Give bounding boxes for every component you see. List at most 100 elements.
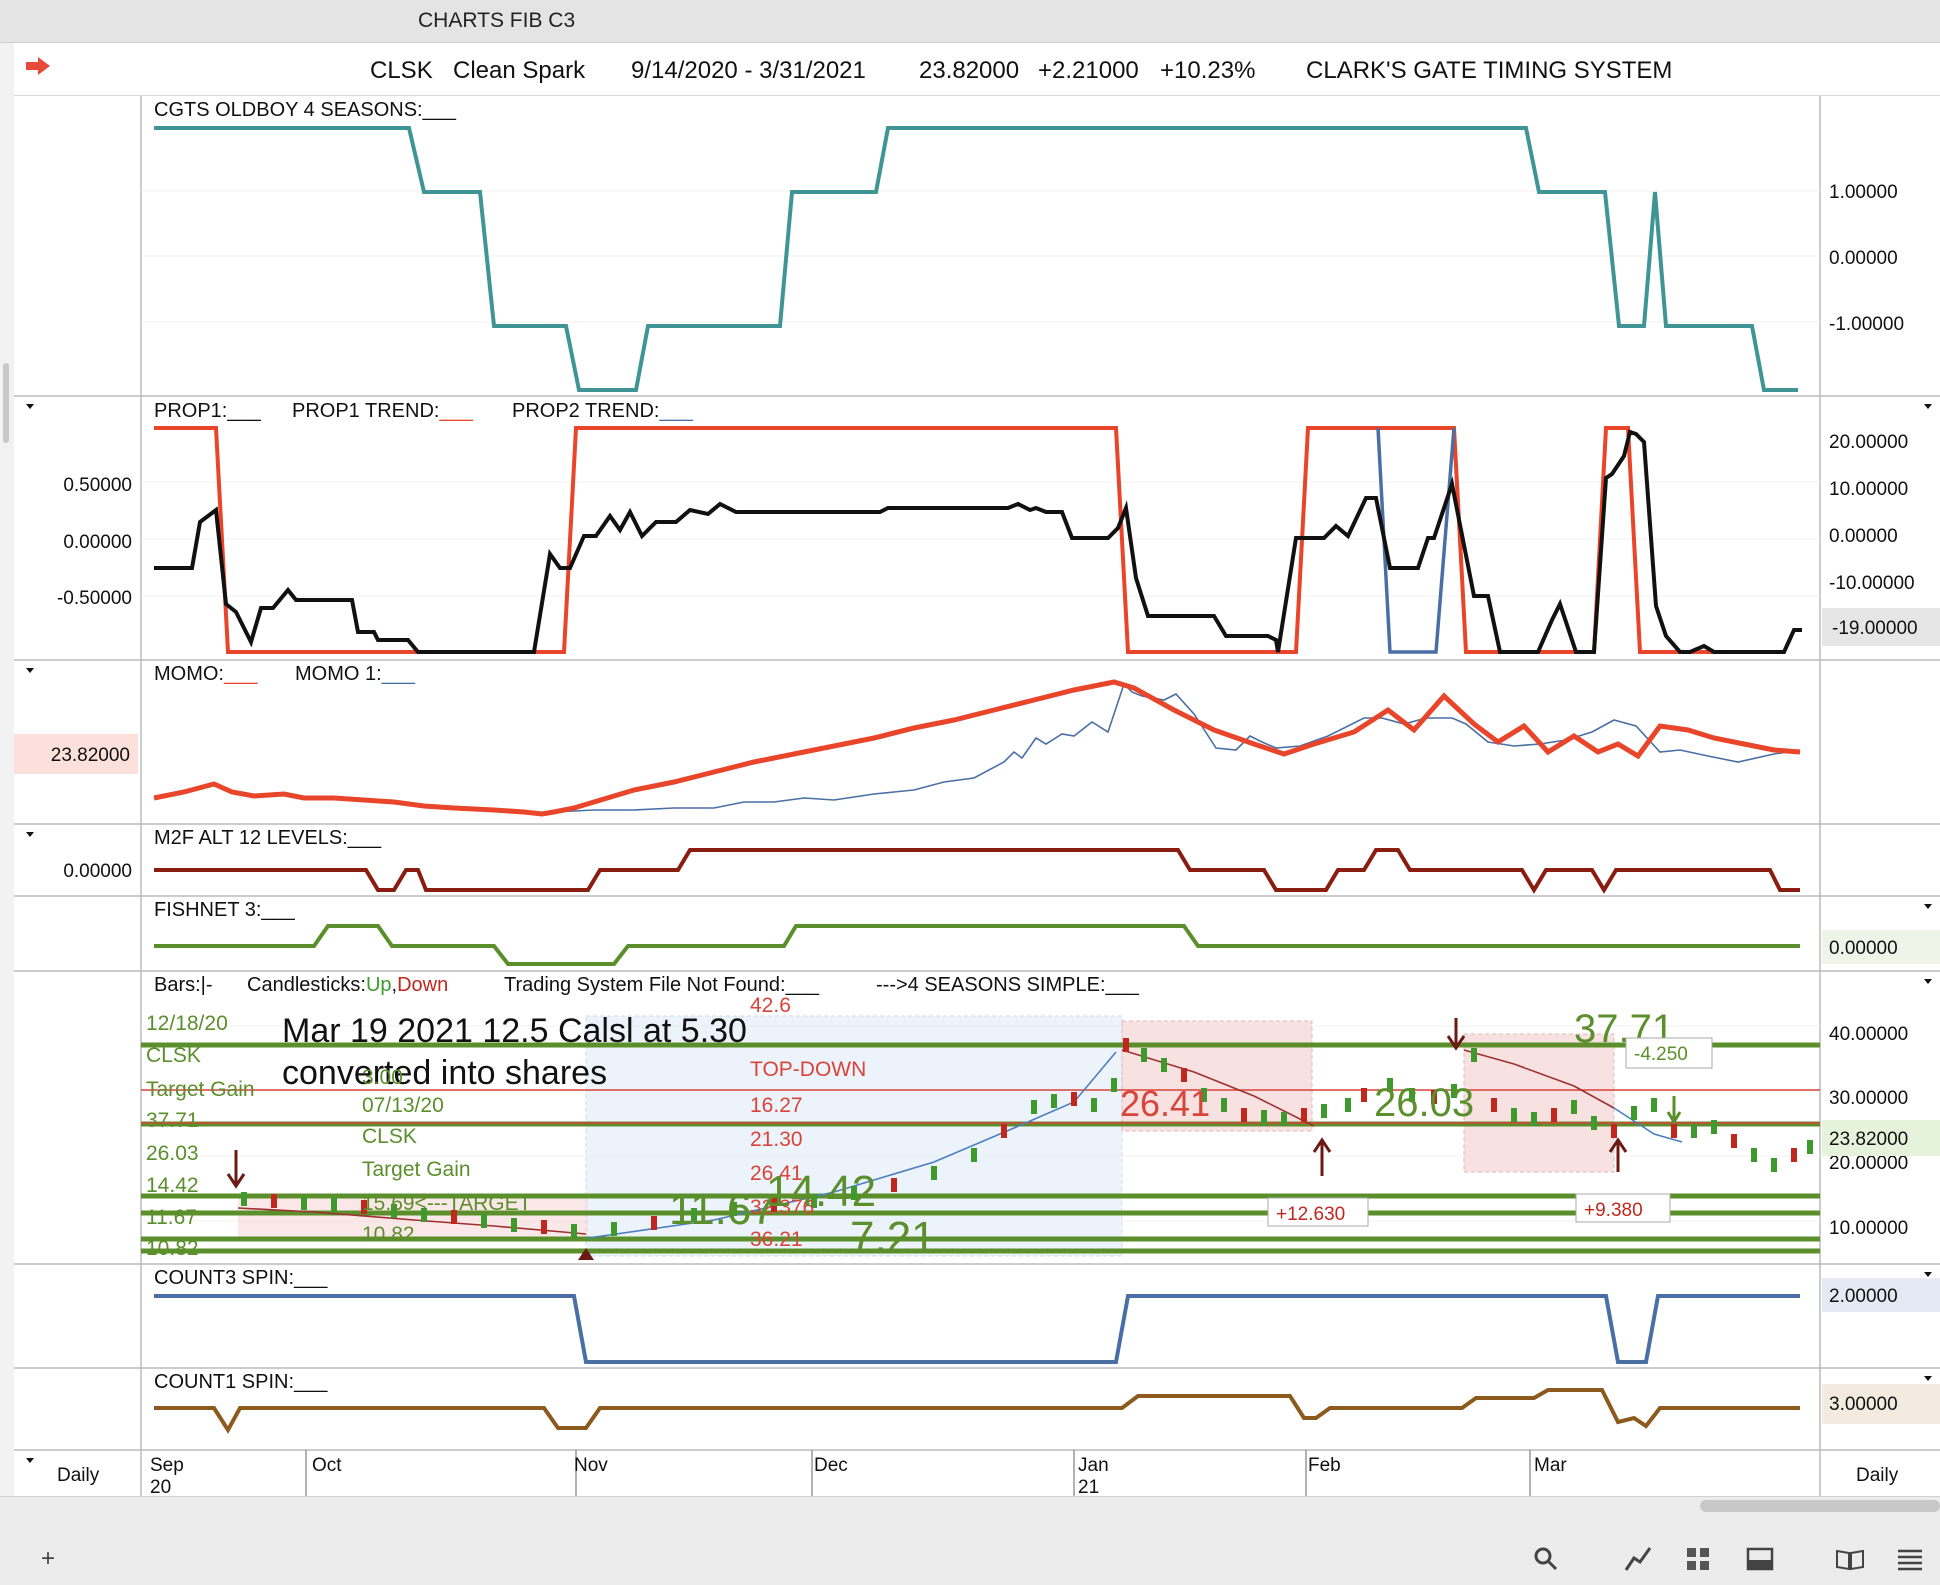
search-icon[interactable]: [1528, 1541, 1564, 1577]
candlestick: [1031, 1100, 1037, 1114]
candlestick: [651, 1216, 657, 1230]
prop1-trend-line: [154, 426, 1784, 654]
prop-left-tick: 0.50000: [63, 475, 132, 496]
svg-text:14.42: 14.42: [766, 1167, 876, 1216]
fishnet-value-badge: [1822, 930, 1940, 964]
candlestick: [1651, 1098, 1657, 1112]
prop-right-tick: 20.00000: [1829, 432, 1908, 453]
svg-text:11.67: 11.67: [669, 1185, 776, 1234]
prop-right-tick: -10.00000: [1829, 573, 1915, 594]
count1-value-badge-text: 3.00000: [1829, 1394, 1898, 1415]
symbol-info-bar: CLSK Clean Spark 9/14/2020 - 3/31/2021 2…: [14, 43, 1940, 96]
candlestick: [771, 1198, 777, 1212]
chart-area[interactable]: CGTS OLDBOY 4 SEASONS:___ 1.00000 0.0000…: [14, 96, 1940, 1496]
last-price: 23.82000: [919, 57, 1020, 84]
price-shaded-boxes: [238, 1015, 1615, 1257]
candlestick: [1671, 1124, 1677, 1138]
triangle-marker: [578, 1248, 594, 1260]
gain-boxes: +12.630 +9.380 -4.250: [1267, 1037, 1713, 1227]
count3-value-badge-text: 2.00000: [1829, 1286, 1898, 1307]
candlestick: [611, 1222, 617, 1236]
candlestick: [451, 1210, 457, 1224]
company-name: Clean Spark: [453, 57, 586, 84]
candlestick: [1321, 1104, 1327, 1118]
candlestick: [271, 1194, 277, 1208]
svg-text:Target Gain: Target Gain: [362, 1158, 471, 1181]
candlestick: [1591, 1116, 1597, 1130]
prop-right-tick: 0.00000: [1829, 526, 1898, 547]
book-icon[interactable]: [1832, 1541, 1868, 1577]
annotation-note-line1: Mar 19 2021 12.5 Calsl at 5.30: [282, 1012, 747, 1050]
svg-text:21.30: 21.30: [750, 1128, 803, 1151]
candlestick: [1451, 1084, 1457, 1098]
svg-text:10.82: 10.82: [362, 1223, 415, 1246]
momo-value-badge: [14, 734, 138, 774]
candlestick: [1731, 1134, 1737, 1148]
period-selector-right[interactable]: Daily: [1856, 1465, 1899, 1486]
price-tick: 30.00000: [1829, 1088, 1908, 1109]
svg-text:CLSK: CLSK: [146, 1044, 201, 1067]
price-tick: 20.00000: [1829, 1153, 1908, 1174]
candlestick: [1571, 1100, 1577, 1114]
candlestick: [1071, 1092, 1077, 1106]
svg-text:CLSK: CLSK: [362, 1125, 417, 1148]
price-value-badge: [1822, 1120, 1940, 1156]
svg-text:26.41: 26.41: [750, 1162, 803, 1185]
candlestick: [1201, 1088, 1207, 1102]
seasons-line: [154, 126, 1798, 392]
momo-value-badge-text: 23.82000: [51, 745, 130, 766]
svg-text:14.42: 14.42: [146, 1174, 199, 1197]
month-label: Mar: [1534, 1455, 1567, 1476]
m2f-left-tick: 0.00000: [63, 861, 132, 882]
svg-text:36.21: 36.21: [750, 1228, 803, 1251]
price-change: +2.21000: [1038, 57, 1139, 84]
candlestick: [331, 1198, 337, 1212]
candlestick: [241, 1192, 247, 1206]
candlestick: [511, 1218, 517, 1232]
price-level-lines: [141, 1042, 1820, 1254]
seasons-tick: 1.00000: [1829, 182, 1898, 203]
list-icon[interactable]: [1892, 1541, 1928, 1577]
candlestick: [1241, 1108, 1247, 1122]
month-label: Dec: [814, 1455, 848, 1476]
count1-line: [154, 1388, 1800, 1434]
svg-text:3.00: 3.00: [362, 1066, 403, 1089]
count3-label: COUNT3 SPIN:___: [154, 1267, 328, 1289]
price-tick: 10.00000: [1829, 1218, 1908, 1239]
candlestick: [851, 1186, 857, 1200]
svg-text:26.41: 26.41: [1120, 1083, 1210, 1124]
panel-menu-markers[interactable]: [26, 404, 1932, 1463]
candlestick: [1431, 1090, 1437, 1104]
line-chart-icon[interactable]: [1620, 1541, 1656, 1577]
candlestick: [1301, 1108, 1307, 1122]
count1-value-badge: [1822, 1384, 1940, 1424]
m2f-label: M2F ALT 12 LEVELS:___: [154, 827, 382, 849]
window-titlebar: CHARTS FIB C3: [0, 0, 1940, 43]
prop-value-badge: [1822, 608, 1940, 646]
candlestick: [1807, 1140, 1813, 1154]
candlestick: [1511, 1108, 1517, 1122]
grid-icon[interactable]: [1680, 1541, 1716, 1577]
prop1-line: [154, 429, 1802, 654]
count3-value-badge: [1822, 1278, 1940, 1312]
signal-arrows: [226, 1018, 1682, 1189]
month-label: Oct: [312, 1455, 342, 1476]
svg-text:42.6: 42.6: [750, 994, 791, 1017]
candlestick: [971, 1148, 977, 1162]
candlestick: [1161, 1058, 1167, 1072]
period-selector-left[interactable]: Daily: [57, 1465, 100, 1486]
prop-value-badge-text: -19.00000: [1832, 618, 1918, 639]
candlestick: [811, 1194, 817, 1208]
panel-icon[interactable]: [1742, 1541, 1778, 1577]
seasons-tick: 0.00000: [1829, 248, 1898, 269]
month-label: Feb: [1308, 1455, 1341, 1476]
horizontal-scrollbar[interactable]: [1700, 1500, 1940, 1512]
chart-svg[interactable]: CGTS OLDBOY 4 SEASONS:___ 1.00000 0.0000…: [14, 96, 1940, 1496]
add-icon[interactable]: +: [40, 1545, 55, 1572]
candlestick: [891, 1178, 897, 1192]
price-value-badge-text: 23.82000: [1829, 1129, 1908, 1150]
candlesticks: [241, 1038, 1813, 1238]
candlestick: [1491, 1098, 1497, 1112]
left-edge-grip[interactable]: [3, 363, 9, 443]
red-arrow-icon[interactable]: [24, 55, 52, 82]
